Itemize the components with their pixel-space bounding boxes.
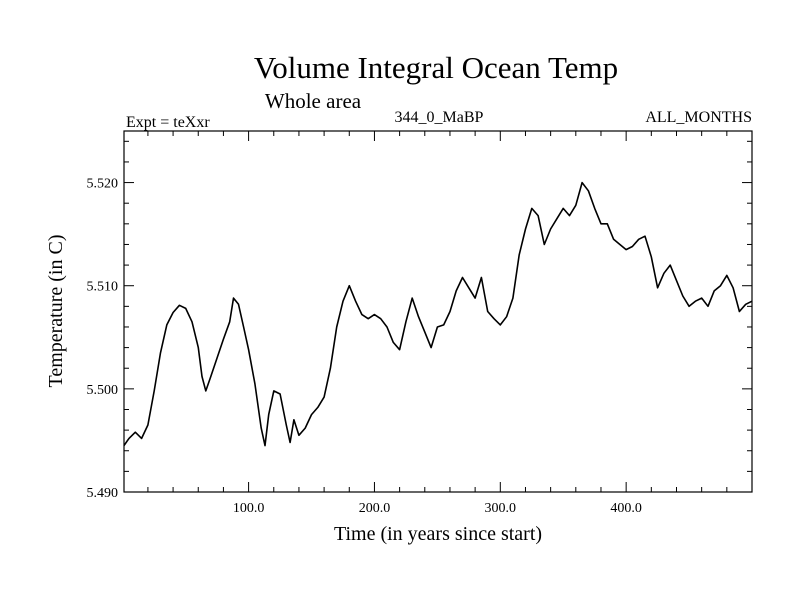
y-axis-label: Temperature (in C): [45, 235, 67, 388]
y-tick-label: 5.510: [87, 280, 119, 295]
x-tick-label: 100.0: [233, 501, 265, 516]
x-tick-label: 200.0: [359, 501, 391, 516]
chart-title: Volume Integral Ocean Temp: [254, 50, 618, 85]
y-tick-label: 5.490: [87, 486, 119, 501]
plot-frame: [123, 130, 753, 493]
axis-ticks: [124, 131, 752, 493]
x-tick-label: 400.0: [610, 501, 642, 516]
chart-subtitle: Whole area: [265, 89, 362, 113]
tick-labels: 100.0 200.0 300.0 400.0 5.490 5.500 5.510 5.520: [87, 177, 642, 516]
experiment-label: Expt = teXxr: [126, 114, 210, 131]
x-tick-label: 300.0: [485, 501, 517, 516]
y-tick-label: 5.520: [87, 177, 119, 192]
months-label: ALL_MONTHS: [645, 109, 752, 126]
temperature-series-line: [123, 181, 753, 447]
period-label: 344_0_MaBP: [395, 109, 484, 126]
x-axis-label: Time (in years since start): [334, 523, 542, 545]
y-tick-label: 5.500: [87, 383, 119, 398]
